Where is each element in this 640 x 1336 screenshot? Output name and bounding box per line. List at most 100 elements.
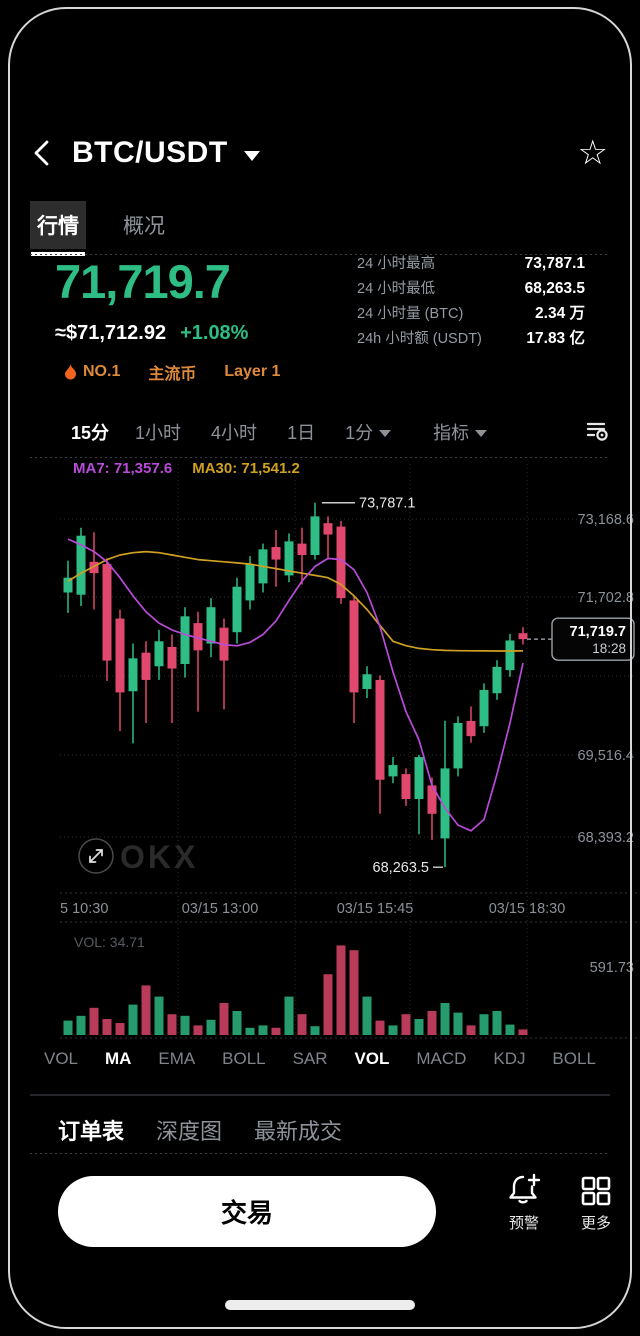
tab-depth-chart[interactable]: 深度图 [156,1119,223,1144]
svg-text:03/15 18:30: 03/15 18:30 [489,901,566,917]
chart-settings-icon[interactable] [584,418,610,447]
tab-overview[interactable]: 概况 [123,215,165,238]
stat-row: 24 小时最低 68,263.5 [357,277,585,302]
indicator-tab-ema-2[interactable]: EMA [158,1049,196,1068]
indicator-tab-boll-3[interactable]: BOLL [222,1049,266,1068]
candle-body [128,658,138,692]
tab-recent-trades[interactable]: 最新成交 [254,1119,343,1144]
svg-text:68,393.2: 68,393.2 [578,830,634,846]
more-button[interactable]: 更多 [561,1172,631,1233]
svg-text:73,787.1: 73,787.1 [359,496,415,512]
dropdown-caret-icon [475,429,488,437]
stat-row: 24 小时最高 73,787.1 [357,252,585,277]
indicator-tab-vol-0[interactable]: VOL [44,1049,79,1068]
candle-body [349,600,359,693]
grid-more-icon [581,1176,611,1206]
timeframe-label: 1分 [345,423,374,443]
candle-body [193,623,203,651]
svg-text:73,168.6: 73,168.6 [578,512,634,528]
timeframe-1分[interactable]: 1分 [345,419,392,445]
candle-body [297,543,307,556]
tab-market[interactable]: 行情 [30,201,86,256]
candles [63,502,528,868]
indicator-tab-macd-6[interactable]: MACD [416,1049,467,1068]
token-badges: NO.1 主流币 Layer 1 [64,360,280,384]
separator [30,1094,610,1096]
dropdown-caret-icon [379,429,392,437]
home-indicator[interactable] [225,1300,415,1310]
favorite-star-icon[interactable]: ☆ [577,134,608,172]
trade-button[interactable]: 交易 [58,1176,436,1247]
svg-text:68,263.5: 68,263.5 [373,860,429,876]
timeframe-1日[interactable]: 1日 [287,419,315,445]
volume-bars [63,945,528,1035]
price-annotations: 73,787.1 68,263.5 [322,496,443,876]
last-price: 71,719.7 [55,255,231,308]
badge-2: 主流币 [148,360,196,384]
candle-body [284,541,294,576]
timeframe-label: 4小时 [211,423,258,443]
stat-label: 24 小时最高 [357,256,436,272]
ma7-label: MA7: 71,357.6 [73,460,173,477]
stat-value: 73,787.1 [524,255,585,272]
svg-text:18:28: 18:28 [592,641,626,656]
stat-label: 24 小时量 (BTC) [357,306,464,322]
back-button[interactable] [30,136,64,170]
indicator-tab-ma-1[interactable]: MA [104,1049,132,1068]
stat-value: 17.83 亿 [526,329,585,347]
orderbook-tabs: 订单表 深度图 最新成交 [30,1110,610,1150]
top-tabs: 行情 概况 [30,196,610,256]
timeframe-指标[interactable]: 指标 [433,419,488,445]
candle-body [453,722,463,769]
price-chart[interactable]: OKX 73,168.6 71,702.8 69,516.4 68,393.2 73,78… [60,458,640,1042]
svg-text:OKX: OKX [120,839,198,875]
candle-body [518,633,528,640]
timeframe-4小时[interactable]: 4小时 [211,419,257,445]
svg-text:69,516.4: 69,516.4 [578,748,634,764]
indicator-tab-boll-8[interactable]: BOLL [552,1049,596,1068]
candle-body [115,618,125,693]
timeframe-15分[interactable]: 15分 [71,419,109,445]
ma30-line [67,550,524,652]
volume-labels: VOL: 34.71 591.73 [74,934,634,976]
svg-text:VOL: 34.71: VOL: 34.71 [74,934,145,950]
candle-body [310,516,320,556]
timeframe-bar: 15分 1小时 4小时 1日 1分 指标 [30,413,610,451]
stat-value: 2.34 万 [535,305,585,322]
indicator-tab-sar-4[interactable]: SAR [292,1049,328,1068]
stat-label: 24 小时最低 [357,280,436,297]
pair-dropdown-caret-icon[interactable] [243,151,260,161]
candle-body [388,765,398,777]
timeframe-label: 1日 [287,423,316,443]
candle-body [206,607,216,644]
indicator-tab-vol-5[interactable]: VOL [354,1049,390,1068]
timeframe-1小时[interactable]: 1小时 [135,419,181,445]
expand-chart-icon[interactable] [78,838,114,874]
pair-title[interactable]: BTC/USDT [72,136,228,169]
separator [30,254,610,255]
candle-body [466,720,476,737]
candle-body [401,774,411,800]
candle-body [102,564,112,661]
badge-label: Layer 1 [224,363,281,380]
alert-button[interactable]: 预警 [489,1172,559,1233]
indicator-tabs: VOL MA EMA BOLL SAR VOL MACD KDJ BOLL [30,1044,610,1074]
indicator-tab-kdj-7[interactable]: KDJ [493,1049,526,1068]
svg-text:03/15 13:00: 03/15 13:00 [182,901,259,917]
gridlines [60,464,640,1039]
separator [30,1153,610,1154]
fiat-price: ≈$71,712.92 [55,322,167,344]
candle-body [63,577,73,593]
chart-area[interactable]: OKX 73,168.6 71,702.8 69,516.4 68,393.2 73,78… [60,458,640,1042]
chevron-left-icon [34,140,49,166]
badge-1: NO.1 [64,363,120,381]
candle-body [76,535,86,595]
svg-text:5 10:30: 5 10:30 [60,901,108,917]
flame-icon [65,364,76,380]
candle-body [492,666,502,694]
y-axis-labels: 73,168.6 71,702.8 69,516.4 68,393.2 [578,512,634,846]
tab-order-book[interactable]: 订单表 [58,1119,125,1144]
candle-body [505,640,515,671]
x-axis-labels: 5 10:30 03/15 13:00 03/15 15:45 03/15 18:30 [60,901,565,917]
